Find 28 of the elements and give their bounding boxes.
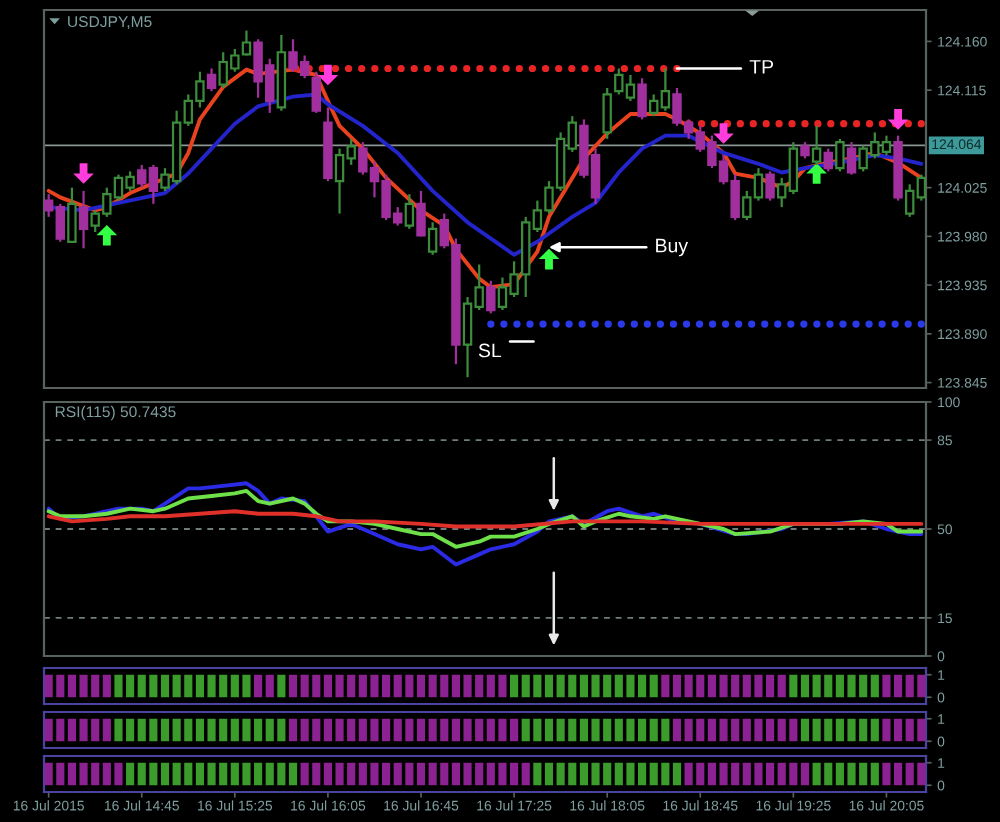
candlestick [835,137,845,173]
candlestick [67,186,77,244]
candlestick [427,221,438,256]
candlestick [206,67,217,93]
point [96,224,118,246]
annotation: TP [749,60,774,74]
point [317,64,339,86]
line-series [46,509,924,529]
candlestick [765,170,775,202]
line-series [46,481,924,567]
point [73,163,94,184]
point [806,163,827,184]
candlestick [823,147,833,173]
candlestick [602,86,612,140]
annotation: SL [478,343,502,358]
point [713,123,734,144]
candlestick [311,70,321,114]
annotation: Buy [656,238,689,257]
point [887,109,909,130]
candlestick [404,193,415,230]
candlestick [416,189,426,238]
candlestick [78,189,89,250]
candlestick [846,141,857,176]
candlestick [637,77,647,121]
point [538,248,560,270]
candlestick [486,279,496,315]
line-series [46,488,924,549]
candlestick [811,124,822,166]
